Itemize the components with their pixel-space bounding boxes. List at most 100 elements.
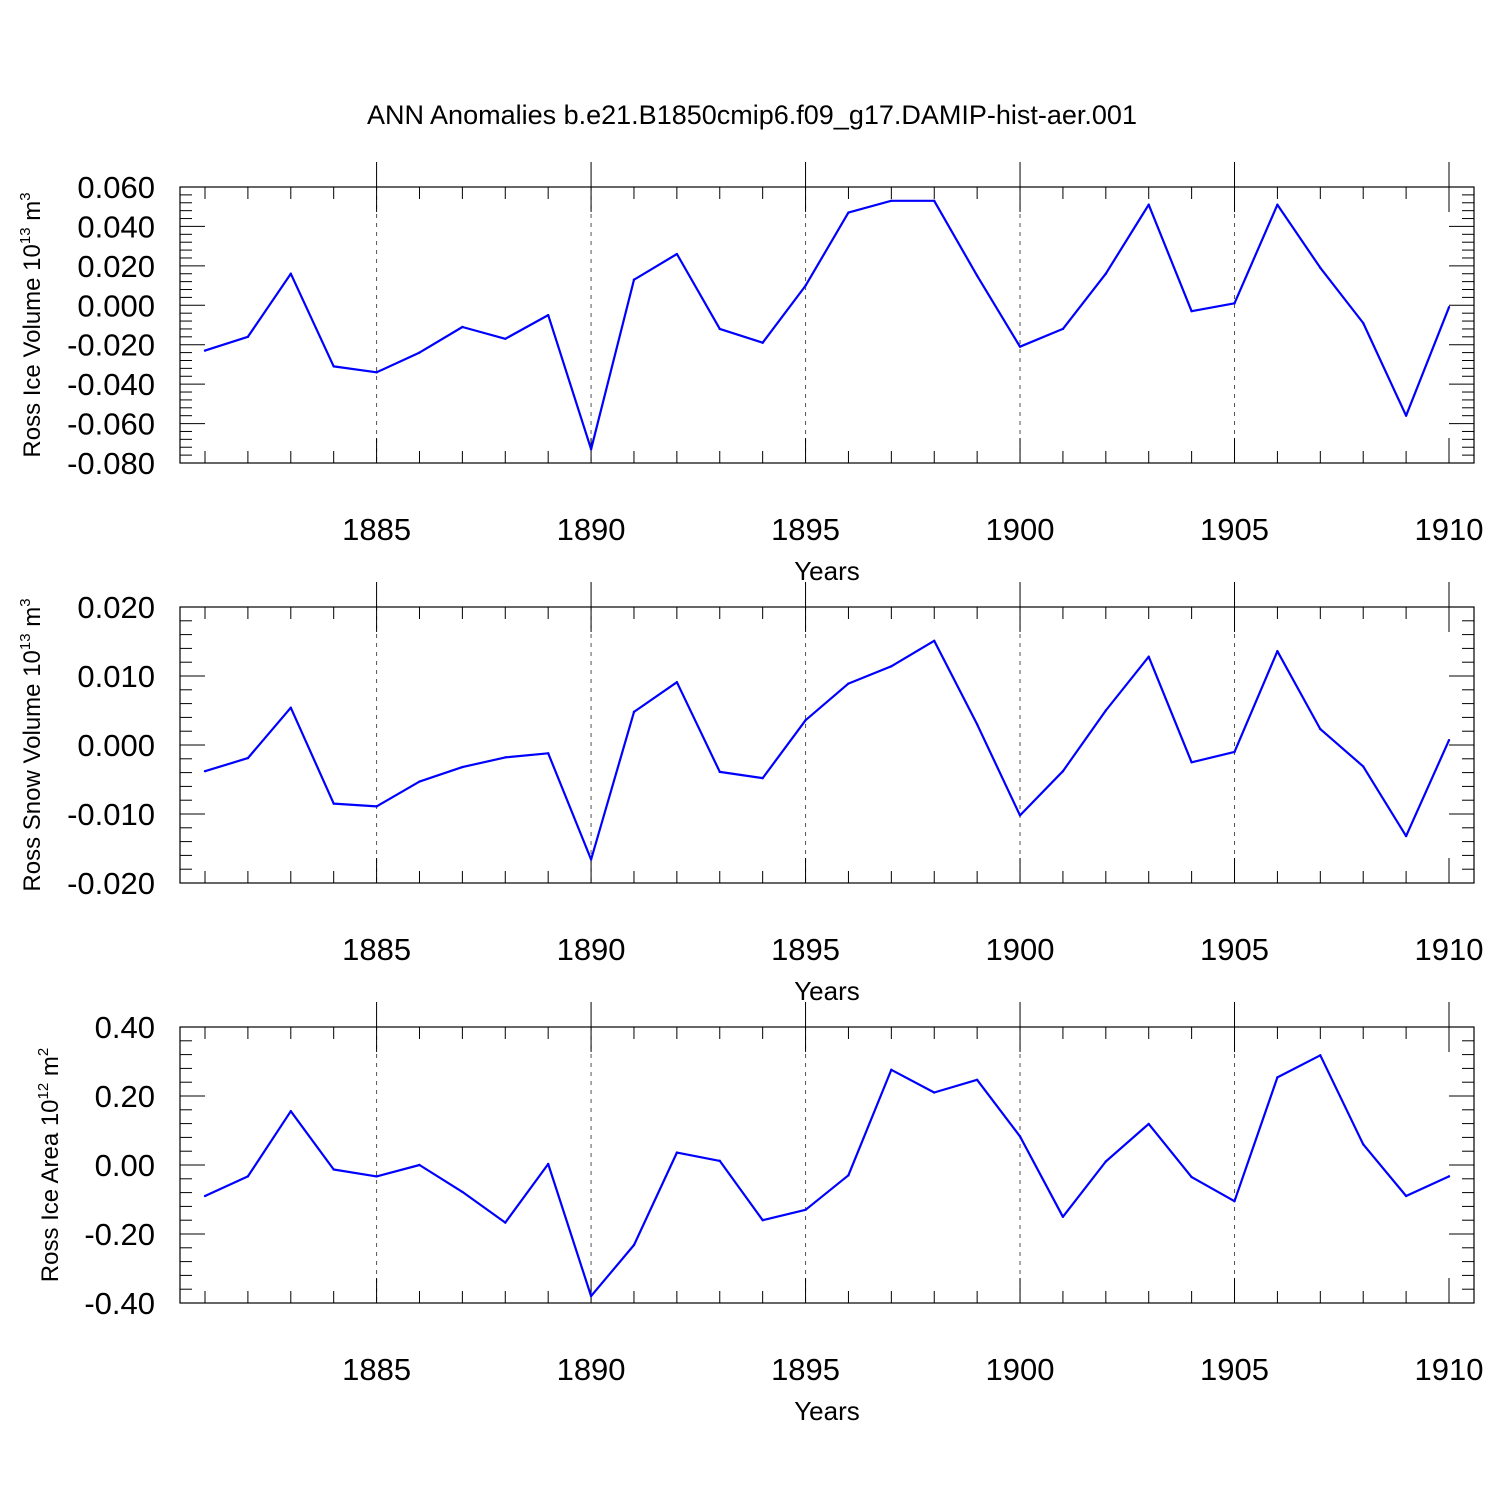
data-point (203, 349, 207, 352)
data-point (1061, 770, 1065, 773)
data-point (246, 335, 250, 339)
data-point (546, 752, 550, 755)
data-point (418, 780, 421, 783)
data-point (289, 706, 292, 709)
data-point (632, 278, 636, 281)
data-point (1190, 310, 1193, 313)
data-point (1147, 1122, 1150, 1126)
data-point (847, 682, 850, 685)
series-line (204, 639, 1451, 861)
data-point (375, 805, 378, 808)
y-tick-label: 0.020 (77, 249, 155, 284)
y-axis-label-unit: m (19, 607, 46, 634)
data-point (890, 199, 893, 202)
y-tick-label: 0.000 (77, 728, 155, 763)
data-point (1404, 414, 1408, 417)
data-point (975, 274, 979, 277)
data-point (1190, 1175, 1193, 1179)
x-tick-label: 1910 (1415, 512, 1484, 547)
y-tick-label: -0.080 (67, 446, 155, 481)
y-tick-label: 0.060 (77, 170, 155, 205)
plot-frame (179, 606, 1475, 884)
data-point (1233, 750, 1236, 754)
x-tick-label: 1890 (557, 512, 626, 547)
series-line (204, 199, 1451, 451)
data-point (890, 1068, 893, 1071)
data-point (1362, 321, 1365, 325)
y-tick-label: -0.40 (84, 1286, 155, 1321)
data-point (1362, 1143, 1365, 1146)
data-point (847, 1174, 850, 1177)
data-point (246, 1175, 250, 1178)
data-point (804, 284, 807, 287)
figure-title: ANN Anomalies b.e21.B1850cmip6.f09_g17.D… (367, 100, 1137, 130)
y-tick-label: 0.020 (77, 590, 155, 625)
y-axis-label-exponent: 13 (17, 633, 34, 650)
data-point (589, 858, 593, 861)
data-point (1190, 761, 1193, 764)
data-point (1447, 1175, 1451, 1178)
data-point (675, 1151, 679, 1154)
data-point (1018, 1135, 1022, 1138)
data-point (1319, 727, 1322, 731)
data-point (933, 639, 936, 643)
x-tick-label: 1895 (771, 932, 840, 967)
data-point (203, 1194, 207, 1198)
y-axis-label-unit: m (19, 201, 46, 228)
data-point (375, 1175, 378, 1178)
y-axis-label: Ross Ice Area 1012 m2 (35, 1048, 64, 1282)
data-point (375, 371, 378, 374)
data-point (1276, 203, 1279, 206)
data-point (632, 710, 636, 714)
panels: 0.060 0.040 0.020 0.000 -0.020 -0.040 -0.060 -0… (17, 162, 1483, 1426)
data-point (246, 756, 250, 760)
data-point (761, 341, 764, 344)
y-axis-label-unit-exponent: 3 (17, 598, 34, 606)
x-tick-label: 1895 (771, 1352, 840, 1387)
data-point (1233, 1200, 1236, 1203)
x-tick-label: 1910 (1415, 932, 1484, 967)
data-point (504, 756, 507, 759)
x-tick-label: 1885 (342, 932, 411, 967)
y-tick-label: -0.060 (67, 407, 155, 442)
y-axis-label: Ross Ice Volume 1013 m3 (17, 192, 46, 457)
data-point (203, 770, 207, 773)
y-tick-label: 0.40 (95, 1010, 155, 1045)
series-line (204, 1054, 1450, 1298)
data-point (504, 337, 507, 340)
y-tick-label: -0.040 (67, 367, 155, 402)
data-point (675, 252, 679, 256)
data-point (761, 776, 764, 780)
data-point (1104, 272, 1108, 275)
data-point (761, 1219, 764, 1222)
data-point (546, 313, 550, 317)
y-axis-label-main: Ross Snow Volume 10 (19, 650, 46, 891)
data-point (1447, 306, 1451, 309)
data-point (1404, 834, 1408, 838)
y-axis-label-unit-exponent: 3 (17, 192, 34, 200)
data-point (933, 1091, 936, 1094)
data-point (332, 802, 335, 805)
y-axis-label: Ross Snow Volume 1013 m3 (17, 598, 46, 891)
x-axis-label: Years (794, 556, 860, 586)
data-point (1104, 1160, 1108, 1163)
data-point (1104, 709, 1108, 712)
data-point (1018, 345, 1022, 348)
y-tick-label: 0.000 (77, 288, 155, 323)
chart-panel-3: 0.40 0.20 0.00 -0.20 -0.40 1885 1890 1895 1900 19… (35, 1002, 1483, 1426)
x-axis-label: Years (794, 976, 860, 1006)
y-axis-label-unit: m (37, 1056, 64, 1083)
y-axis-label-exponent: 12 (35, 1083, 52, 1100)
data-point (1061, 1215, 1065, 1218)
data-point (1319, 1054, 1322, 1057)
data-point (589, 1294, 593, 1298)
data-point (1147, 655, 1150, 658)
data-point (332, 1168, 335, 1171)
data-point (546, 1162, 550, 1166)
y-tick-label: 0.00 (95, 1148, 155, 1183)
data-point (632, 1243, 636, 1247)
data-point (675, 681, 679, 684)
data-point (1061, 327, 1065, 331)
y-tick-label: 0.010 (77, 659, 155, 694)
data-point (1018, 814, 1022, 817)
